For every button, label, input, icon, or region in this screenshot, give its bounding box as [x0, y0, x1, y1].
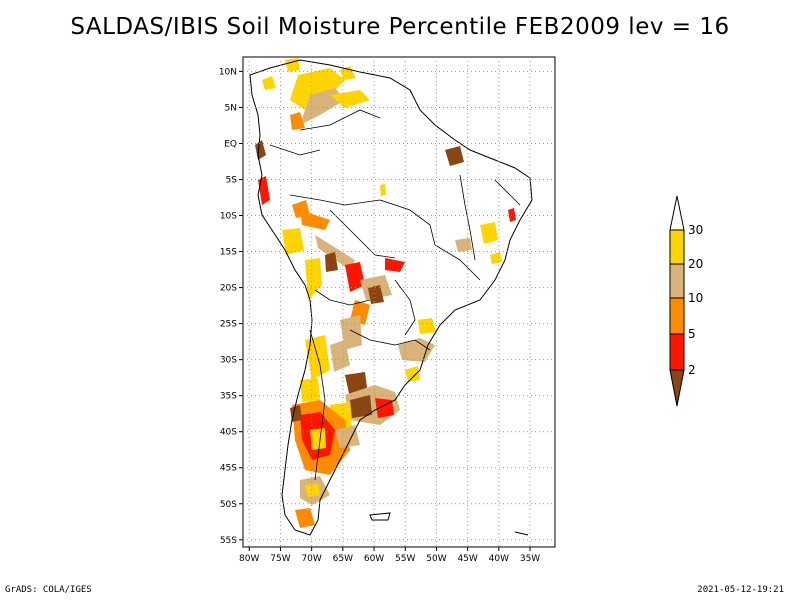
legend-swatch-5-10 [669, 297, 685, 335]
color-legend: 30 20 10 5 2 [669, 195, 703, 407]
lat-tick-label: 5N [225, 103, 237, 113]
lat-tick-label: 25S [220, 320, 237, 330]
lon-tick-label: 70W [301, 554, 321, 564]
footer-timestamp: 2021-05-12-19:21 [697, 585, 784, 595]
lon-tick-label: 45W [457, 554, 477, 564]
lon-tick-label: 50W [426, 554, 446, 564]
lat-tick-label: 10S [220, 212, 237, 222]
lat-tick-label: 30S [220, 356, 237, 366]
legend-swatch-10-20 [669, 263, 685, 299]
legend-label-20: 20 [688, 257, 703, 271]
legend-label-2: 2 [688, 363, 696, 377]
lon-tick-label: 40W [489, 554, 509, 564]
lon-tick-label: 55W [395, 554, 415, 564]
lat-tick-label: 15S [220, 248, 237, 258]
lon-tick-label: 65W [333, 554, 353, 564]
lat-tick-label: 10N [219, 67, 237, 77]
longitude-axis: 80W 75W 70W 65W 60W 55W 50W 45W 40W 35W [239, 547, 540, 564]
lat-tick-label: 45S [220, 464, 237, 474]
lon-tick-label: 35W [520, 554, 540, 564]
plot-frame [242, 56, 556, 548]
legend-swatch-20-30 [669, 229, 685, 265]
lon-tick-label: 80W [239, 554, 259, 564]
legend-arrow-top [669, 195, 685, 231]
percentile-patches [255, 58, 516, 528]
legend-label-5: 5 [688, 327, 696, 341]
map-title: SALDAS/IBIS Soil Moisture Percentile FEB… [70, 14, 730, 40]
lat-tick-label: 5S [226, 176, 238, 186]
legend-label-30: 30 [688, 223, 703, 237]
lon-tick-label: 60W [364, 554, 384, 564]
latitude-axis: 10N 5N EQ 5S 10S 15S 20S 25S 30S 35S 40S 45S 50S 55S [219, 67, 243, 546]
lat-tick-label: 40S [220, 428, 237, 438]
legend-label-10: 10 [688, 291, 703, 305]
lat-tick-label: 55S [220, 536, 237, 546]
grid-lines [243, 57, 555, 547]
lat-tick-label: 35S [220, 392, 237, 402]
lon-tick-label: 75W [270, 554, 290, 564]
footer-credit: GrADS: COLA/IGES [5, 585, 92, 595]
lat-tick-label: EQ [224, 139, 237, 149]
lat-tick-label: 50S [220, 500, 237, 510]
coastline [249, 59, 533, 536]
legend-swatch-2-5 [669, 333, 685, 371]
lat-tick-label: 20S [220, 284, 237, 294]
legend-arrow-bottom [669, 369, 685, 407]
